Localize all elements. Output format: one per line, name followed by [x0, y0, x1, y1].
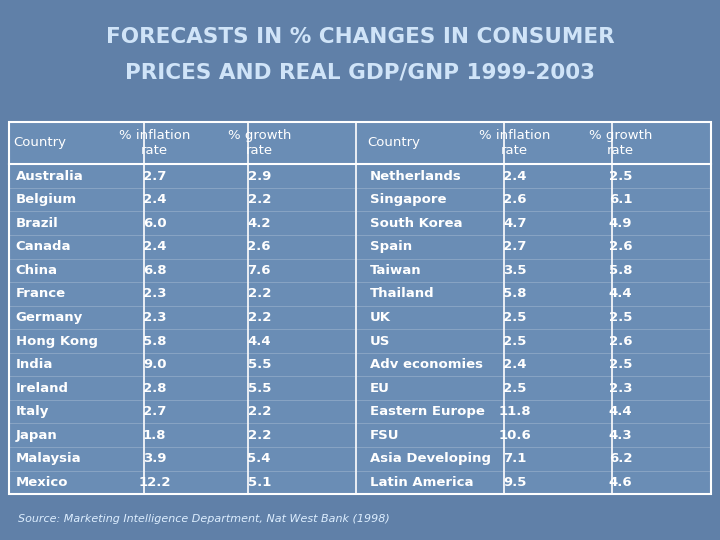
Text: Netherlands: Netherlands [370, 170, 462, 183]
Text: 2.6: 2.6 [609, 240, 632, 253]
Text: % growth
rate: % growth rate [589, 129, 652, 157]
Text: 4.2: 4.2 [248, 217, 271, 230]
Text: PRICES AND REAL GDP/GNP 1999-2003: PRICES AND REAL GDP/GNP 1999-2003 [125, 62, 595, 82]
Text: 4.3: 4.3 [609, 429, 632, 442]
Text: Hong Kong: Hong Kong [16, 334, 98, 348]
Bar [9, 122, 711, 494]
Text: 5.8: 5.8 [143, 334, 166, 348]
Text: 4.4: 4.4 [248, 334, 271, 348]
Text: Eastern Europe: Eastern Europe [370, 405, 485, 418]
Text: Belgium: Belgium [16, 193, 77, 206]
Text: Brazil: Brazil [16, 217, 58, 230]
Text: % inflation
rate: % inflation rate [119, 129, 191, 157]
Text: 2.5: 2.5 [503, 334, 526, 348]
Text: Asia Developing: Asia Developing [370, 453, 491, 465]
Text: 4.9: 4.9 [609, 217, 632, 230]
Text: Singapore: Singapore [370, 193, 446, 206]
Text: 2.7: 2.7 [143, 170, 166, 183]
Text: 5.8: 5.8 [503, 287, 526, 300]
Text: Thailand: Thailand [370, 287, 435, 300]
Text: FSU: FSU [370, 429, 400, 442]
Text: 2.5: 2.5 [609, 170, 632, 183]
Text: 6.2: 6.2 [609, 453, 632, 465]
Text: 5.4: 5.4 [248, 453, 271, 465]
Text: 2.3: 2.3 [609, 382, 632, 395]
Text: 5.5: 5.5 [248, 382, 271, 395]
Text: 4.4: 4.4 [609, 287, 632, 300]
Text: % inflation
rate: % inflation rate [479, 129, 551, 157]
Text: 2.7: 2.7 [143, 405, 166, 418]
Text: FORECASTS IN % CHANGES IN CONSUMER: FORECASTS IN % CHANGES IN CONSUMER [106, 27, 614, 47]
Text: India: India [16, 358, 53, 371]
Text: Japan: Japan [16, 429, 58, 442]
Text: Adv economies: Adv economies [370, 358, 483, 371]
Text: Country: Country [367, 137, 420, 150]
Text: UK: UK [370, 311, 391, 324]
Text: 2.3: 2.3 [143, 287, 166, 300]
Text: 2.6: 2.6 [503, 193, 526, 206]
Text: 2.5: 2.5 [609, 358, 632, 371]
Text: % growth
rate: % growth rate [228, 129, 291, 157]
Text: 7.1: 7.1 [503, 453, 526, 465]
Text: 3.5: 3.5 [503, 264, 526, 277]
Text: 2.4: 2.4 [143, 240, 166, 253]
Text: Ireland: Ireland [16, 382, 69, 395]
Text: 6.8: 6.8 [143, 264, 166, 277]
Text: 2.4: 2.4 [503, 170, 526, 183]
Text: Latin America: Latin America [370, 476, 474, 489]
Text: 2.6: 2.6 [609, 334, 632, 348]
Text: Italy: Italy [16, 405, 49, 418]
Text: Australia: Australia [16, 170, 84, 183]
Text: 2.4: 2.4 [503, 358, 526, 371]
Text: 2.4: 2.4 [143, 193, 166, 206]
Text: 2.2: 2.2 [248, 311, 271, 324]
Text: Germany: Germany [16, 311, 83, 324]
Text: 1.8: 1.8 [143, 429, 166, 442]
Text: 2.5: 2.5 [609, 311, 632, 324]
Text: 6.0: 6.0 [143, 217, 166, 230]
Text: 7.6: 7.6 [248, 264, 271, 277]
Text: 9.5: 9.5 [503, 476, 526, 489]
Text: US: US [370, 334, 390, 348]
Text: Canada: Canada [16, 240, 71, 253]
Text: 2.2: 2.2 [248, 193, 271, 206]
Text: Taiwan: Taiwan [370, 264, 422, 277]
Text: 5.8: 5.8 [609, 264, 632, 277]
Text: 2.5: 2.5 [503, 311, 526, 324]
Text: 4.6: 4.6 [609, 476, 632, 489]
Text: Source: Marketing Intelligence Department, Nat West Bank (1998): Source: Marketing Intelligence Departmen… [18, 514, 390, 524]
Text: Malaysia: Malaysia [16, 453, 81, 465]
Text: 2.2: 2.2 [248, 429, 271, 442]
Text: 11.8: 11.8 [498, 405, 531, 418]
Text: 6.1: 6.1 [609, 193, 632, 206]
Text: 10.6: 10.6 [498, 429, 531, 442]
Text: 2.6: 2.6 [248, 240, 271, 253]
Text: 12.2: 12.2 [138, 476, 171, 489]
Text: 4.7: 4.7 [503, 217, 526, 230]
Text: 2.2: 2.2 [248, 405, 271, 418]
Text: 2.3: 2.3 [143, 311, 166, 324]
Text: 5.5: 5.5 [248, 358, 271, 371]
Text: Mexico: Mexico [16, 476, 68, 489]
Text: 3.9: 3.9 [143, 453, 166, 465]
Text: 5.1: 5.1 [248, 476, 271, 489]
Text: Spain: Spain [370, 240, 413, 253]
Text: South Korea: South Korea [370, 217, 462, 230]
Text: 2.7: 2.7 [503, 240, 526, 253]
Text: 9.0: 9.0 [143, 358, 166, 371]
Text: 2.2: 2.2 [248, 287, 271, 300]
Text: Country: Country [13, 137, 66, 150]
Text: EU: EU [370, 382, 390, 395]
Text: China: China [16, 264, 58, 277]
Text: 2.9: 2.9 [248, 170, 271, 183]
Text: 4.4: 4.4 [609, 405, 632, 418]
Text: 2.5: 2.5 [503, 382, 526, 395]
Text: France: France [16, 287, 66, 300]
Text: 2.8: 2.8 [143, 382, 166, 395]
